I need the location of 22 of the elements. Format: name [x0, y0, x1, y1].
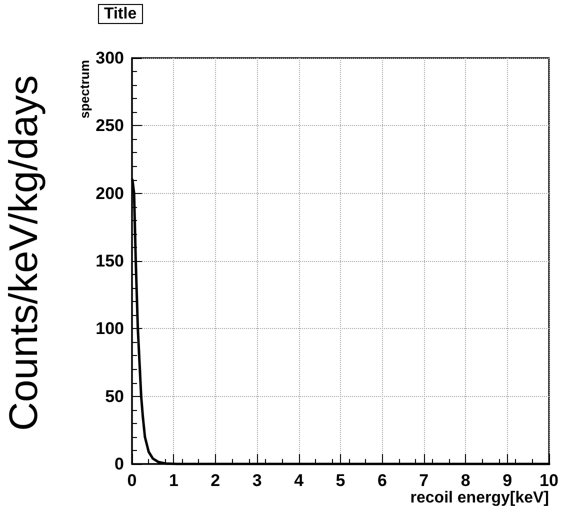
- y-tick-label: 250: [96, 116, 124, 136]
- y-axis-title: spectrum: [77, 60, 92, 119]
- x-tick-label: 8: [460, 471, 470, 490]
- x-tick-label: 2: [210, 471, 220, 490]
- x-tick-label: 10: [540, 471, 558, 490]
- x-tick-label: 4: [294, 471, 304, 490]
- x-tick-label: 3: [252, 471, 262, 490]
- y-tick-label: 150: [96, 252, 124, 270]
- chart-title: Title: [104, 6, 137, 22]
- x-tick-label: 0: [127, 471, 137, 490]
- y-tick-label: 0: [114, 454, 124, 474]
- x-tick-label: 6: [377, 471, 387, 490]
- x-axis-title: recoil energy[keV]: [410, 490, 549, 506]
- y-tick-label: 50: [105, 386, 124, 406]
- x-tick-label: 1: [168, 471, 178, 490]
- x-tick-label: 5: [336, 471, 346, 490]
- text: Counts/keV/kg/days: [2, 75, 46, 431]
- x-tick-label: 9: [502, 471, 512, 490]
- y-tick-label: 100: [96, 319, 124, 338]
- y-tick-label: 300: [96, 48, 124, 68]
- x-tick-label: 7: [419, 471, 429, 490]
- y-tick-label: 200: [96, 184, 124, 203]
